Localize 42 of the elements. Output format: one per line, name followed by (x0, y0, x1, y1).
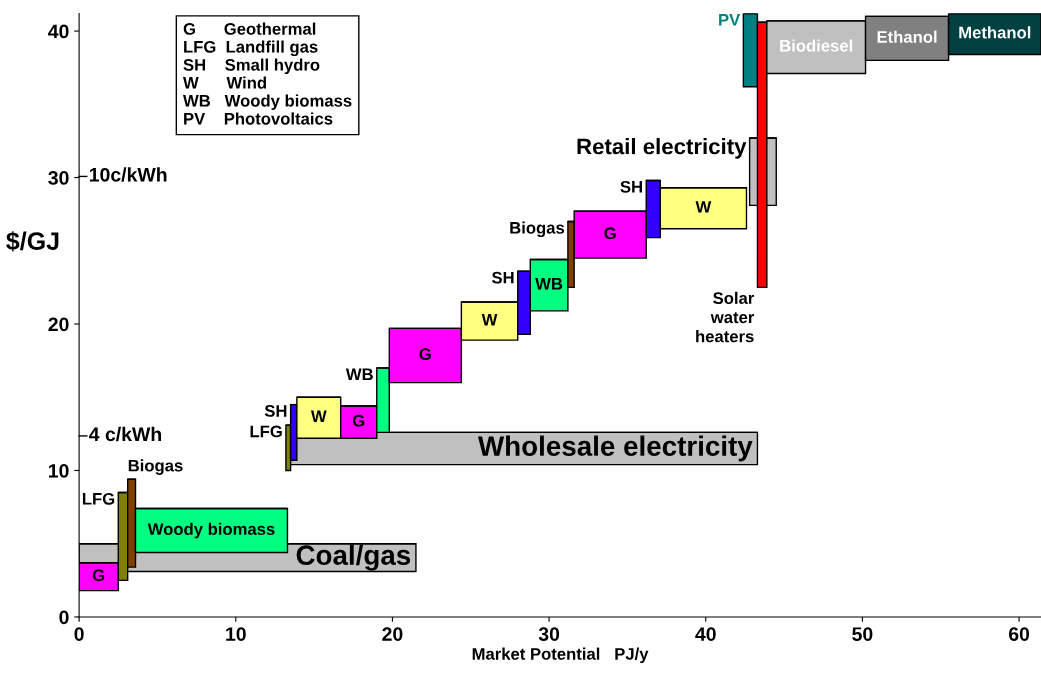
x-tick-label: 30 (538, 627, 560, 641)
y-tick-label: 20 (48, 317, 69, 332)
series-label: W (695, 201, 712, 213)
series-label: SH (491, 271, 514, 284)
annotation: 10c/kWh (89, 167, 167, 182)
series-label: PV (719, 14, 741, 26)
series-label: Woody biomass (147, 522, 275, 539)
x-tick-label: 10 (226, 627, 246, 641)
series-label: Biogas (128, 459, 183, 475)
series-label: G (352, 414, 365, 427)
series-label: WB (345, 368, 373, 381)
series-label: G (604, 227, 616, 240)
series-label: Coal/gas (296, 544, 411, 571)
x-tick-label: 40 (695, 627, 716, 641)
y-tick-label: 40 (48, 24, 69, 39)
annotation: 4 c/kWh (89, 426, 162, 442)
series-label: WB (535, 278, 563, 290)
x-tick-label: 60 (1008, 627, 1030, 641)
x-tick-label: 0 (74, 627, 84, 641)
x-axis-title: Market Potential PJ/y (472, 647, 649, 664)
series-label: Wholesale electricity (477, 435, 753, 462)
series-label: LFG (82, 492, 115, 505)
annotation: G Geothermal LFG Landfill gas SH Small hydro W Wind WB Woody biomass PV Photovoltaics (183, 22, 352, 125)
series-label: Solar water heaters (696, 291, 755, 343)
y-tick-label: 30 (48, 171, 69, 185)
series-label: SH (620, 180, 642, 193)
x-tick-label: 20 (382, 627, 403, 641)
series-label: G (92, 569, 105, 582)
series-label: W (310, 410, 327, 423)
series-label: LFG (250, 425, 282, 438)
series-label: G (419, 348, 431, 360)
series-label: SH (264, 405, 287, 417)
y-axis-title: $/GJ (6, 231, 59, 252)
series-label: Ethanol (877, 30, 937, 43)
series-label: Biogas (510, 221, 565, 238)
series-label: Biodiesel (780, 39, 853, 52)
y-tick-label: 0 (59, 610, 69, 625)
series-label: Methanol (959, 26, 1031, 39)
series-label: W (481, 313, 498, 326)
x-tick-label: 50 (852, 627, 873, 641)
series-label: Retail electricity (577, 138, 747, 159)
y-tick-label: 10 (48, 463, 69, 478)
